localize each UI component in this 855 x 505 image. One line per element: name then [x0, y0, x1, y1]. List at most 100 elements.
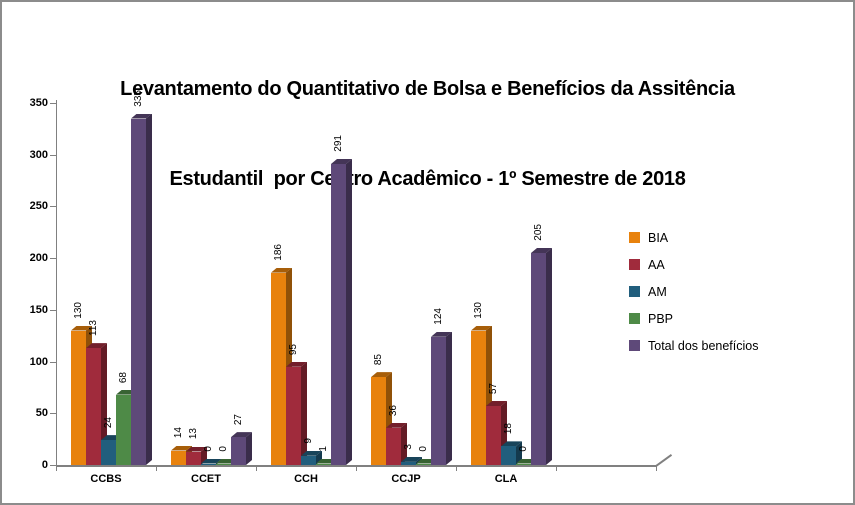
- legend-item-total-dos-benefícios: Total dos benefícios: [629, 332, 759, 359]
- category-label: CCBS: [90, 473, 122, 485]
- bar-side-bia: [386, 372, 392, 465]
- bar-face-total-dos-benefícios: [431, 336, 446, 465]
- bar-value-label: 24: [102, 417, 114, 429]
- bar-value-label: 205: [532, 224, 544, 241]
- bar-side-total-dos-benefícios: [246, 432, 252, 465]
- bar-top-total-dos-benefícios: [531, 248, 552, 253]
- bar-side-aa: [501, 401, 507, 465]
- bar-top-aa: [386, 423, 407, 428]
- y-tick: [50, 258, 56, 260]
- bar-face-aa: [386, 427, 401, 465]
- y-tick-label: 250: [29, 200, 48, 213]
- category-label: CCJP: [391, 473, 421, 485]
- bar-value-label: 68: [117, 371, 129, 383]
- bar-top-bia: [271, 268, 292, 273]
- bar-face-aa: [286, 366, 301, 465]
- bar-top-aa: [286, 362, 307, 367]
- bar-face-pbp: [216, 463, 231, 465]
- bar-value-label: 0: [417, 445, 429, 452]
- y-tick-label: 300: [29, 148, 48, 161]
- category-label: CCH: [294, 473, 318, 485]
- bar-value-label: 0: [517, 445, 529, 452]
- y-tick-label: 50: [35, 407, 48, 420]
- bar-top-am: [501, 441, 522, 446]
- y-tick: [50, 154, 56, 156]
- bar-value-label: 130: [72, 301, 84, 319]
- bar-value-label: 291: [332, 135, 344, 153]
- bar-face-bia: [171, 450, 186, 465]
- chart-title: Levantamento do Quantitativo de Bolsa e …: [2, 14, 853, 254]
- bar-value-label: 186: [272, 243, 284, 261]
- bar-face-pbp: [516, 463, 531, 465]
- bar-side-aa: [101, 343, 107, 465]
- legend-label: PBP: [648, 311, 674, 326]
- bar-value-label: 130: [472, 301, 484, 319]
- bar-face-am: [501, 446, 516, 465]
- y-tick-label: 100: [29, 355, 48, 368]
- category-label: CCET: [191, 473, 221, 485]
- bar-face-bia: [471, 330, 486, 465]
- bar-top-pbp: [416, 459, 437, 464]
- x-tick: [656, 465, 657, 471]
- legend-swatch-icon: [629, 313, 640, 324]
- y-tick-label: 350: [29, 97, 48, 109]
- bar-face-am: [401, 461, 416, 465]
- bar-side-aa: [301, 362, 307, 465]
- bar-top-total-dos-benefícios: [231, 432, 252, 437]
- bar-value-label: 124: [432, 308, 444, 325]
- bar-value-label: 3: [402, 444, 414, 450]
- bar-side-total-dos-benefícios: [546, 248, 552, 465]
- bar-top-pbp: [216, 459, 237, 464]
- bar-value-label: 0: [217, 445, 229, 452]
- y-tick: [50, 309, 56, 311]
- y-tick-label: 150: [29, 303, 48, 316]
- bar-face-bia: [271, 272, 286, 465]
- x-tick: [556, 465, 557, 471]
- legend-item-bia: BIA: [629, 224, 759, 251]
- bar-face-bia: [371, 377, 386, 465]
- bar-side-am: [316, 451, 322, 465]
- y-tick-label: 0: [41, 459, 48, 471]
- bar-face-aa: [186, 451, 201, 465]
- legend-item-am: AM: [629, 278, 759, 305]
- bar-value-label: 9: [302, 438, 314, 444]
- bar-top-bia: [171, 446, 192, 451]
- legend-label: BIA: [648, 230, 669, 245]
- bar-face-total-dos-benefícios: [531, 252, 546, 465]
- bar-side-aa: [201, 447, 207, 465]
- y-tick-label: 200: [29, 252, 48, 265]
- legend-swatch-icon: [629, 340, 640, 351]
- bar-side-total-dos-benefícios: [346, 159, 352, 465]
- chart-title-line2: Estudantil por Centro Acadêmico - 1º Sem…: [169, 168, 686, 190]
- legend: BIA AA AM PBP Total dos benefícios: [629, 224, 759, 359]
- bar-value-label: 36: [387, 404, 399, 416]
- bar-side-aa: [401, 423, 407, 465]
- y-tick: [50, 103, 56, 104]
- x-tick: [356, 465, 357, 471]
- legend-label: AA: [648, 257, 665, 272]
- y-tick: [50, 206, 56, 208]
- category-label: CLA: [494, 473, 518, 485]
- y-axis-line: [56, 100, 57, 467]
- legend-swatch-icon: [629, 259, 640, 270]
- bar-top-pbp: [316, 459, 337, 464]
- bar-side-am: [416, 457, 422, 465]
- bar-value-label: 85: [372, 353, 384, 366]
- bar-face-total-dos-benefícios: [331, 164, 346, 465]
- bar-top-total-dos-benefícios: [431, 332, 452, 337]
- bar-face-total-dos-benefícios: [231, 437, 246, 465]
- bar-face-am: [201, 463, 216, 465]
- bar-face-total-dos-benefícios: [131, 118, 146, 465]
- bar-top-am: [301, 451, 322, 456]
- bar-value-label: 1: [317, 445, 329, 452]
- bar-side-bia: [486, 326, 492, 465]
- chart-title-line1: Levantamento do Quantitativo de Bolsa e …: [120, 78, 735, 100]
- bar-top-aa: [186, 447, 207, 452]
- bar-top-am: [401, 457, 422, 462]
- bar-face-pbp: [416, 463, 431, 465]
- bar-side-total-dos-benefícios: [446, 332, 452, 465]
- bar-top-am: [101, 435, 122, 440]
- x-tick: [456, 465, 457, 471]
- bar-value-label: 0: [202, 445, 214, 452]
